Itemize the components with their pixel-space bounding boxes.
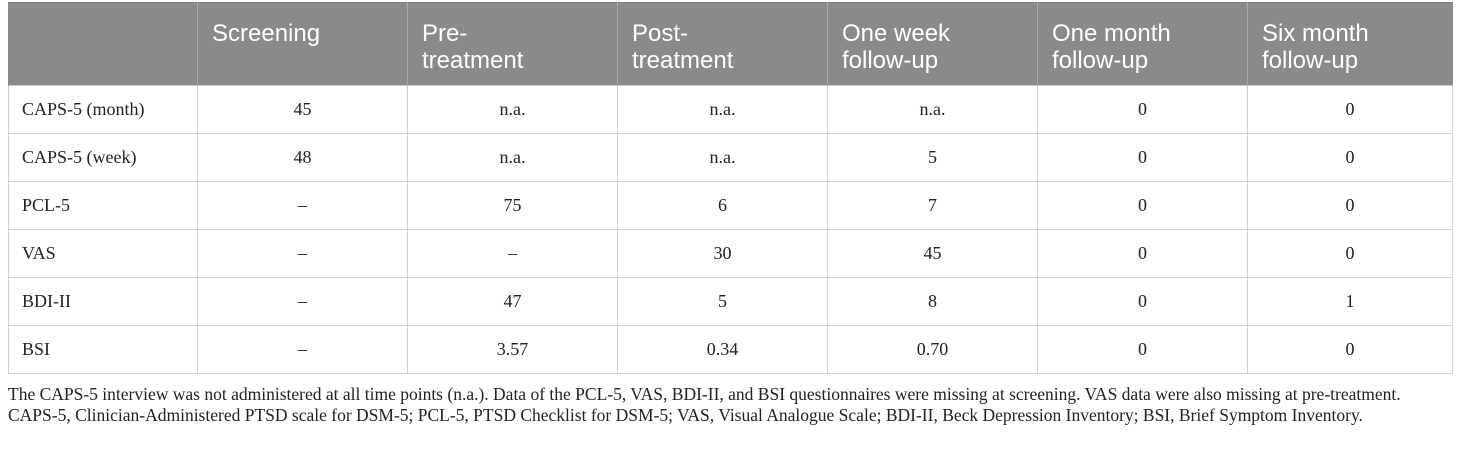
header-cell-one-week-follow-up: One week follow-up (827, 2, 1038, 86)
table-cell: 0.34 (617, 325, 828, 374)
table-row: BDI-II – 47 5 8 0 1 (8, 277, 1453, 326)
table-cell: 0 (1247, 133, 1453, 182)
row-label: PCL-5 (8, 181, 198, 230)
table-cell: n.a. (407, 133, 618, 182)
table-container: Screening Pre- treatment Post- treatment… (8, 2, 1453, 374)
header-cell-pre-treatment: Pre- treatment (407, 2, 618, 86)
table-cell: 7 (827, 181, 1038, 230)
table-cell: 0 (1037, 133, 1248, 182)
table-cell: 0 (1247, 229, 1453, 278)
table-cell: 48 (197, 133, 408, 182)
table-cell: 8 (827, 277, 1038, 326)
table-cell: n.a. (617, 85, 828, 134)
header-line: treatment (632, 47, 734, 74)
table-cell: – (197, 325, 408, 374)
table-cell: – (407, 229, 618, 278)
header-line: follow-up (1262, 47, 1359, 74)
footnote-missing-data: The CAPS-5 interview was not administere… (8, 384, 1401, 404)
header-row: Screening Pre- treatment Post- treatment… (8, 2, 1453, 86)
table-cell: n.a. (617, 133, 828, 182)
header-cell-six-month-follow-up: Six month follow-up (1247, 2, 1453, 86)
table-row: VAS – – 30 45 0 0 (8, 229, 1453, 278)
table-cell: n.a. (407, 85, 618, 134)
table-cell: 30 (617, 229, 828, 278)
row-label: CAPS-5 (week) (8, 133, 198, 182)
table-cell: 3.57 (407, 325, 618, 374)
table-cell: 0 (1037, 277, 1248, 326)
table-row: CAPS-5 (month) 45 n.a. n.a. n.a. 0 0 (8, 85, 1453, 134)
table-cell: 0 (1037, 181, 1248, 230)
header-line: treatment (422, 47, 524, 74)
table-cell: 0 (1037, 229, 1248, 278)
table-cell: 0 (1247, 85, 1453, 134)
table-cell: – (197, 277, 408, 326)
header-line: One week (842, 20, 951, 47)
header-cell-measure (8, 2, 198, 86)
table-row: BSI – 3.57 0.34 0.70 0 0 (8, 325, 1453, 374)
row-label: VAS (8, 229, 198, 278)
footnote-abbreviations: CAPS-5, Clinician-Administered PTSD scal… (8, 405, 1363, 425)
header-line: Six month (1262, 20, 1369, 47)
table-cell: – (197, 181, 408, 230)
header-line: Screening (212, 20, 321, 47)
table-cell: 0 (1247, 181, 1453, 230)
header-line: Post- (632, 20, 689, 47)
table-cell: 45 (827, 229, 1038, 278)
table-cell: 0 (1037, 85, 1248, 134)
table-cell: 5 (617, 277, 828, 326)
table-cell: 0.70 (827, 325, 1038, 374)
table-cell: 45 (197, 85, 408, 134)
header-line: follow-up (1052, 47, 1149, 74)
table-row: PCL-5 – 75 6 7 0 0 (8, 181, 1453, 230)
table-row: CAPS-5 (week) 48 n.a. n.a. 5 0 0 (8, 133, 1453, 182)
header-line: follow-up (842, 47, 939, 74)
header-cell-post-treatment: Post- treatment (617, 2, 828, 86)
row-label: BSI (8, 325, 198, 374)
table-cell: 0 (1037, 325, 1248, 374)
row-label: BDI-II (8, 277, 198, 326)
table-cell: 47 (407, 277, 618, 326)
table-footnotes: The CAPS-5 interview was not administere… (8, 384, 1454, 426)
table-cell: – (197, 229, 408, 278)
results-table: Screening Pre- treatment Post- treatment… (8, 2, 1453, 374)
table-cell: 0 (1247, 325, 1453, 374)
table-cell: 1 (1247, 277, 1453, 326)
table-cell: 6 (617, 181, 828, 230)
row-label: CAPS-5 (month) (8, 85, 198, 134)
table-cell: 75 (407, 181, 618, 230)
header-line: Pre- (422, 20, 468, 47)
table-cell: n.a. (827, 85, 1038, 134)
header-cell-one-month-follow-up: One month follow-up (1037, 2, 1248, 86)
header-line: One month (1052, 20, 1171, 47)
header-cell-screening: Screening (197, 2, 408, 86)
table-cell: 5 (827, 133, 1038, 182)
